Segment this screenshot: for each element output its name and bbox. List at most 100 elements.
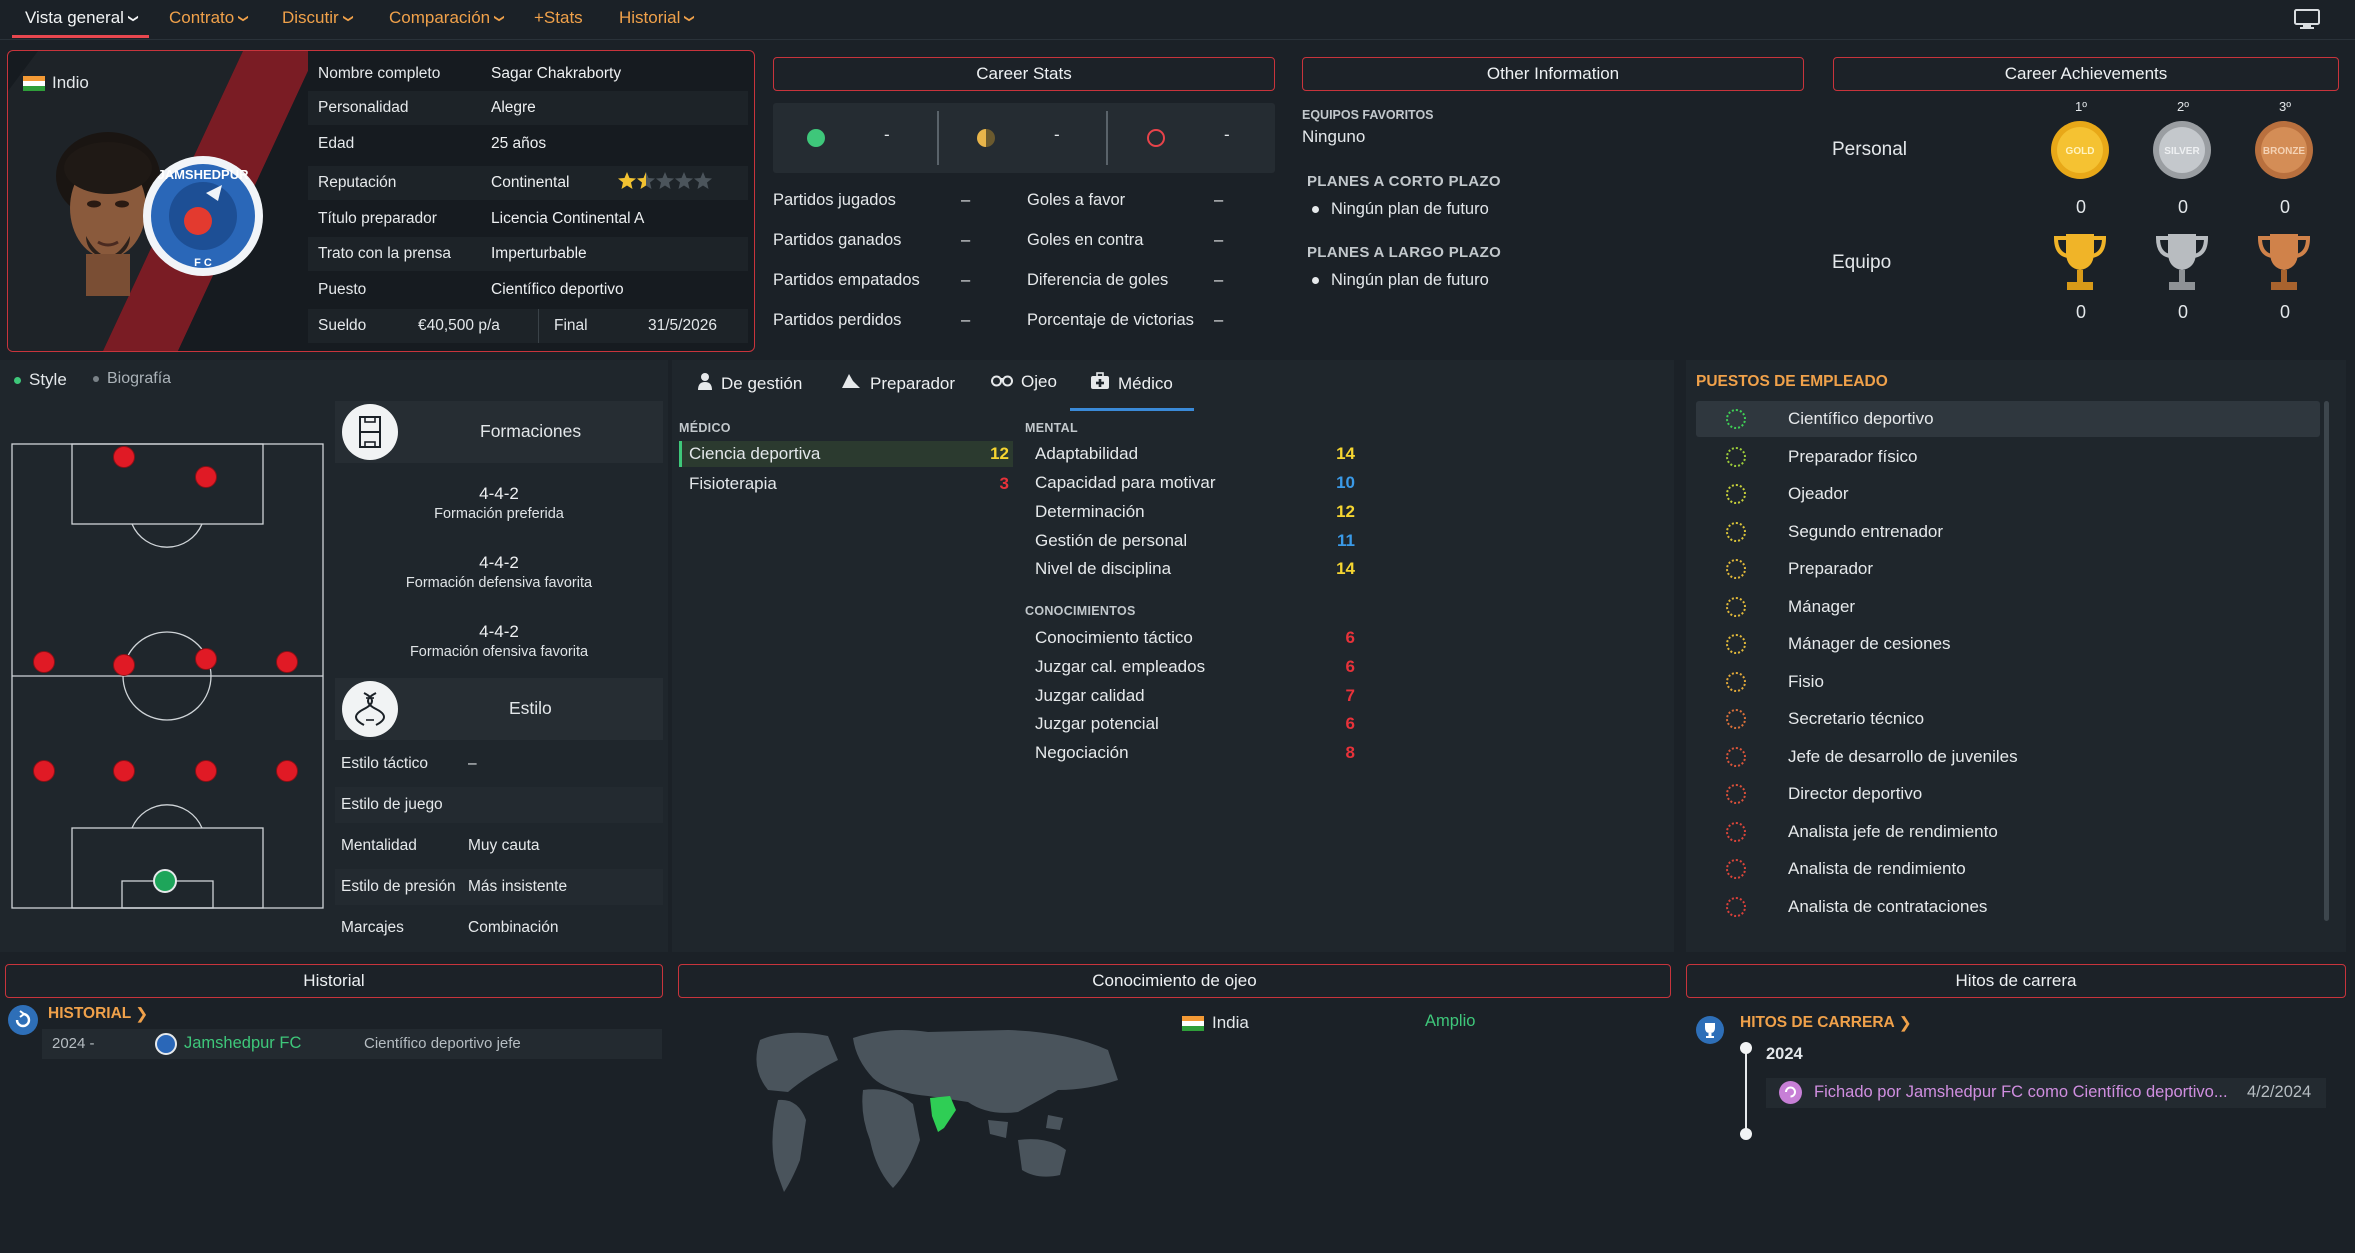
career-achievements-header: Career Achievements	[1833, 57, 2339, 91]
position-label: Analista de rendimiento	[1788, 859, 1966, 878]
stat-goals-against: Goles en contra –	[1027, 231, 1224, 249]
career-stats-header: Career Stats	[773, 57, 1275, 91]
position-row[interactable]: Mánager	[1696, 589, 2320, 625]
position-row[interactable]: Segundo entrenador	[1696, 514, 2320, 550]
history-link[interactable]: HISTORIAL ❯	[48, 1005, 149, 1023]
svg-text:F C: F C	[194, 257, 212, 269]
silver-medal-icon: SILVER	[2152, 120, 2212, 185]
tab-scouting[interactable]: Ojeo	[991, 372, 1057, 392]
player-position-marker	[276, 760, 298, 782]
top-navigation: Vista general ❯ Contrato ❯ Discutir ❯ Compa…	[0, 0, 2355, 40]
tab-management[interactable]: De gestión	[697, 372, 802, 395]
nav-vista-general[interactable]: Vista general ❯	[25, 8, 139, 27]
positions-scrollbar[interactable]	[2324, 401, 2329, 921]
position-label: Preparador físico	[1788, 446, 1918, 466]
player-position-marker	[195, 648, 217, 670]
defensive-formation: 4-4-2 Formación defensiva favorita	[405, 553, 593, 591]
position-row[interactable]: Ojeador	[1696, 476, 2320, 512]
position-row[interactable]: Analista de contrataciones	[1696, 889, 2320, 925]
nav-discutir[interactable]: Discutir ❯	[282, 8, 354, 27]
position-row[interactable]: Jefe de desarrollo de juveniles	[1696, 739, 2320, 775]
tab-biography[interactable]: Biografía	[93, 370, 171, 388]
attr-row-judging-ability: Juzgar calidad 7	[1035, 686, 1355, 705]
coach-icon	[840, 372, 862, 395]
suitability-indicator-icon	[1726, 596, 1746, 617]
info-row-full-name: Nombre completo Sagar Chakraborty	[318, 65, 622, 82]
tab-medical[interactable]: Médico	[1090, 372, 1173, 395]
position-label: Secretario técnico	[1788, 709, 1925, 728]
formations-header: Formaciones	[335, 401, 663, 463]
nav-stats[interactable]: +Stats	[534, 8, 583, 27]
goalkeeper-marker	[153, 869, 177, 893]
attr-row-judging-staff: Juzgar cal. empleados 6	[1035, 657, 1355, 676]
position-label: Fisio	[1788, 671, 1824, 691]
position-row[interactable]: Preparador	[1696, 551, 2320, 587]
position-label: Analista jefe de rendimiento	[1788, 821, 1998, 841]
india-flag-icon	[1182, 1015, 1204, 1031]
staff-positions-title: PUESTOS DE EMPLEADO	[1696, 373, 1888, 390]
suitability-indicator-icon	[1726, 484, 1746, 504]
position-row[interactable]: Director deportivo	[1696, 776, 2320, 812]
player-position-marker	[276, 651, 298, 673]
medical-kit-icon	[1090, 372, 1110, 395]
suitability-indicator-icon	[1726, 521, 1746, 542]
wins-icon	[807, 129, 825, 147]
personal-label: Personal	[1832, 139, 1907, 160]
history-row[interactable]: 2024 - Jamshedpur FC Científico deportiv…	[42, 1029, 662, 1059]
other-information-header: Other Information	[1302, 57, 1804, 91]
position-label: Mánager	[1788, 596, 1856, 616]
history-icon	[8, 1005, 38, 1035]
chevron-down-icon: ❯	[684, 13, 696, 23]
team-gold-count: 0	[2075, 302, 2086, 322]
milestones-link[interactable]: HITOS DE CARRERA ❯	[1740, 1014, 1912, 1032]
suitability-indicator-icon	[1726, 559, 1746, 579]
personal-silver-count: 0	[2177, 197, 2188, 217]
chevron-down-icon: ❯	[342, 13, 354, 23]
tab-coach[interactable]: Preparador	[840, 372, 955, 395]
position-label: Científico deportivo	[1788, 409, 1934, 428]
rank-first: 1º	[2075, 99, 2087, 114]
pressing-style-row: Estilo de presión Más insistente	[335, 869, 663, 905]
position-row[interactable]: Mánager de cesiones	[1696, 626, 2320, 662]
player-position-marker	[33, 760, 55, 782]
short-term-plans-item: Ningún plan de futuro	[1312, 200, 1489, 219]
stat-matches-lost: Partidos perdidos –	[773, 311, 971, 329]
monitor-icon[interactable]	[2293, 8, 2321, 30]
suitability-indicator-icon	[1726, 409, 1746, 429]
tab-style[interactable]: Style	[14, 370, 67, 390]
info-row-reputation: Reputación Continental	[308, 166, 748, 200]
short-term-plans-label: PLANES A CORTO PLAZO	[1307, 173, 1501, 190]
personal-bronze-count: 0	[2279, 197, 2290, 217]
milestone-item[interactable]: Fichado por Jamshedpur FC como Científic…	[1766, 1078, 2326, 1108]
position-row[interactable]: Fisio	[1696, 664, 2320, 700]
position-row[interactable]: Secretario técnico	[1696, 701, 2320, 737]
attr-row-tactical-knowledge: Conocimiento táctico 6	[1035, 628, 1355, 647]
position-row[interactable]: Científico deportivo	[1696, 401, 2320, 437]
scouting-knowledge-header: Conocimiento de ojeo	[678, 964, 1671, 998]
attr-row-judging-potential: Juzgar potencial 6	[1035, 714, 1355, 733]
stat-matches-played: Partidos jugados –	[773, 191, 971, 209]
nav-comparacion[interactable]: Comparación ❯	[389, 8, 505, 27]
position-row[interactable]: Analista jefe de rendimiento	[1696, 814, 2320, 850]
binoculars-icon	[991, 372, 1013, 392]
world-map	[688, 1020, 1158, 1245]
attr-row-sports-science: Ciencia deportiva 12	[679, 441, 1013, 467]
trophy-icon	[1696, 1016, 1724, 1044]
position-row[interactable]: Analista de rendimiento	[1696, 851, 2320, 887]
person-icon	[697, 372, 713, 395]
suitability-indicator-icon	[1726, 746, 1746, 767]
info-row-media-handling: Trato con la prensa Imperturbable	[308, 237, 748, 271]
info-row-age: Edad 25 años	[318, 135, 547, 152]
nationality: Indio	[23, 73, 89, 93]
position-label: Analista de contrataciones	[1788, 896, 1988, 916]
history-header: Historial	[5, 964, 663, 998]
nav-historial[interactable]: Historial ❯	[619, 8, 696, 27]
attr-row-adaptability: Adaptabilidad 14	[1035, 444, 1355, 463]
position-label: Jefe de desarrollo de juveniles	[1788, 746, 2018, 766]
milestone-year: 2024	[1766, 1045, 1803, 1063]
position-row[interactable]: Preparador físico	[1696, 439, 2320, 475]
profile-card: Indio JAMSHEDPUR F C Nombre completo Saga…	[7, 50, 755, 352]
position-label: Director deportivo	[1788, 784, 1923, 803]
nav-contrato[interactable]: Contrato ❯	[169, 8, 249, 27]
svg-text:BRONZE: BRONZE	[2263, 146, 2306, 157]
